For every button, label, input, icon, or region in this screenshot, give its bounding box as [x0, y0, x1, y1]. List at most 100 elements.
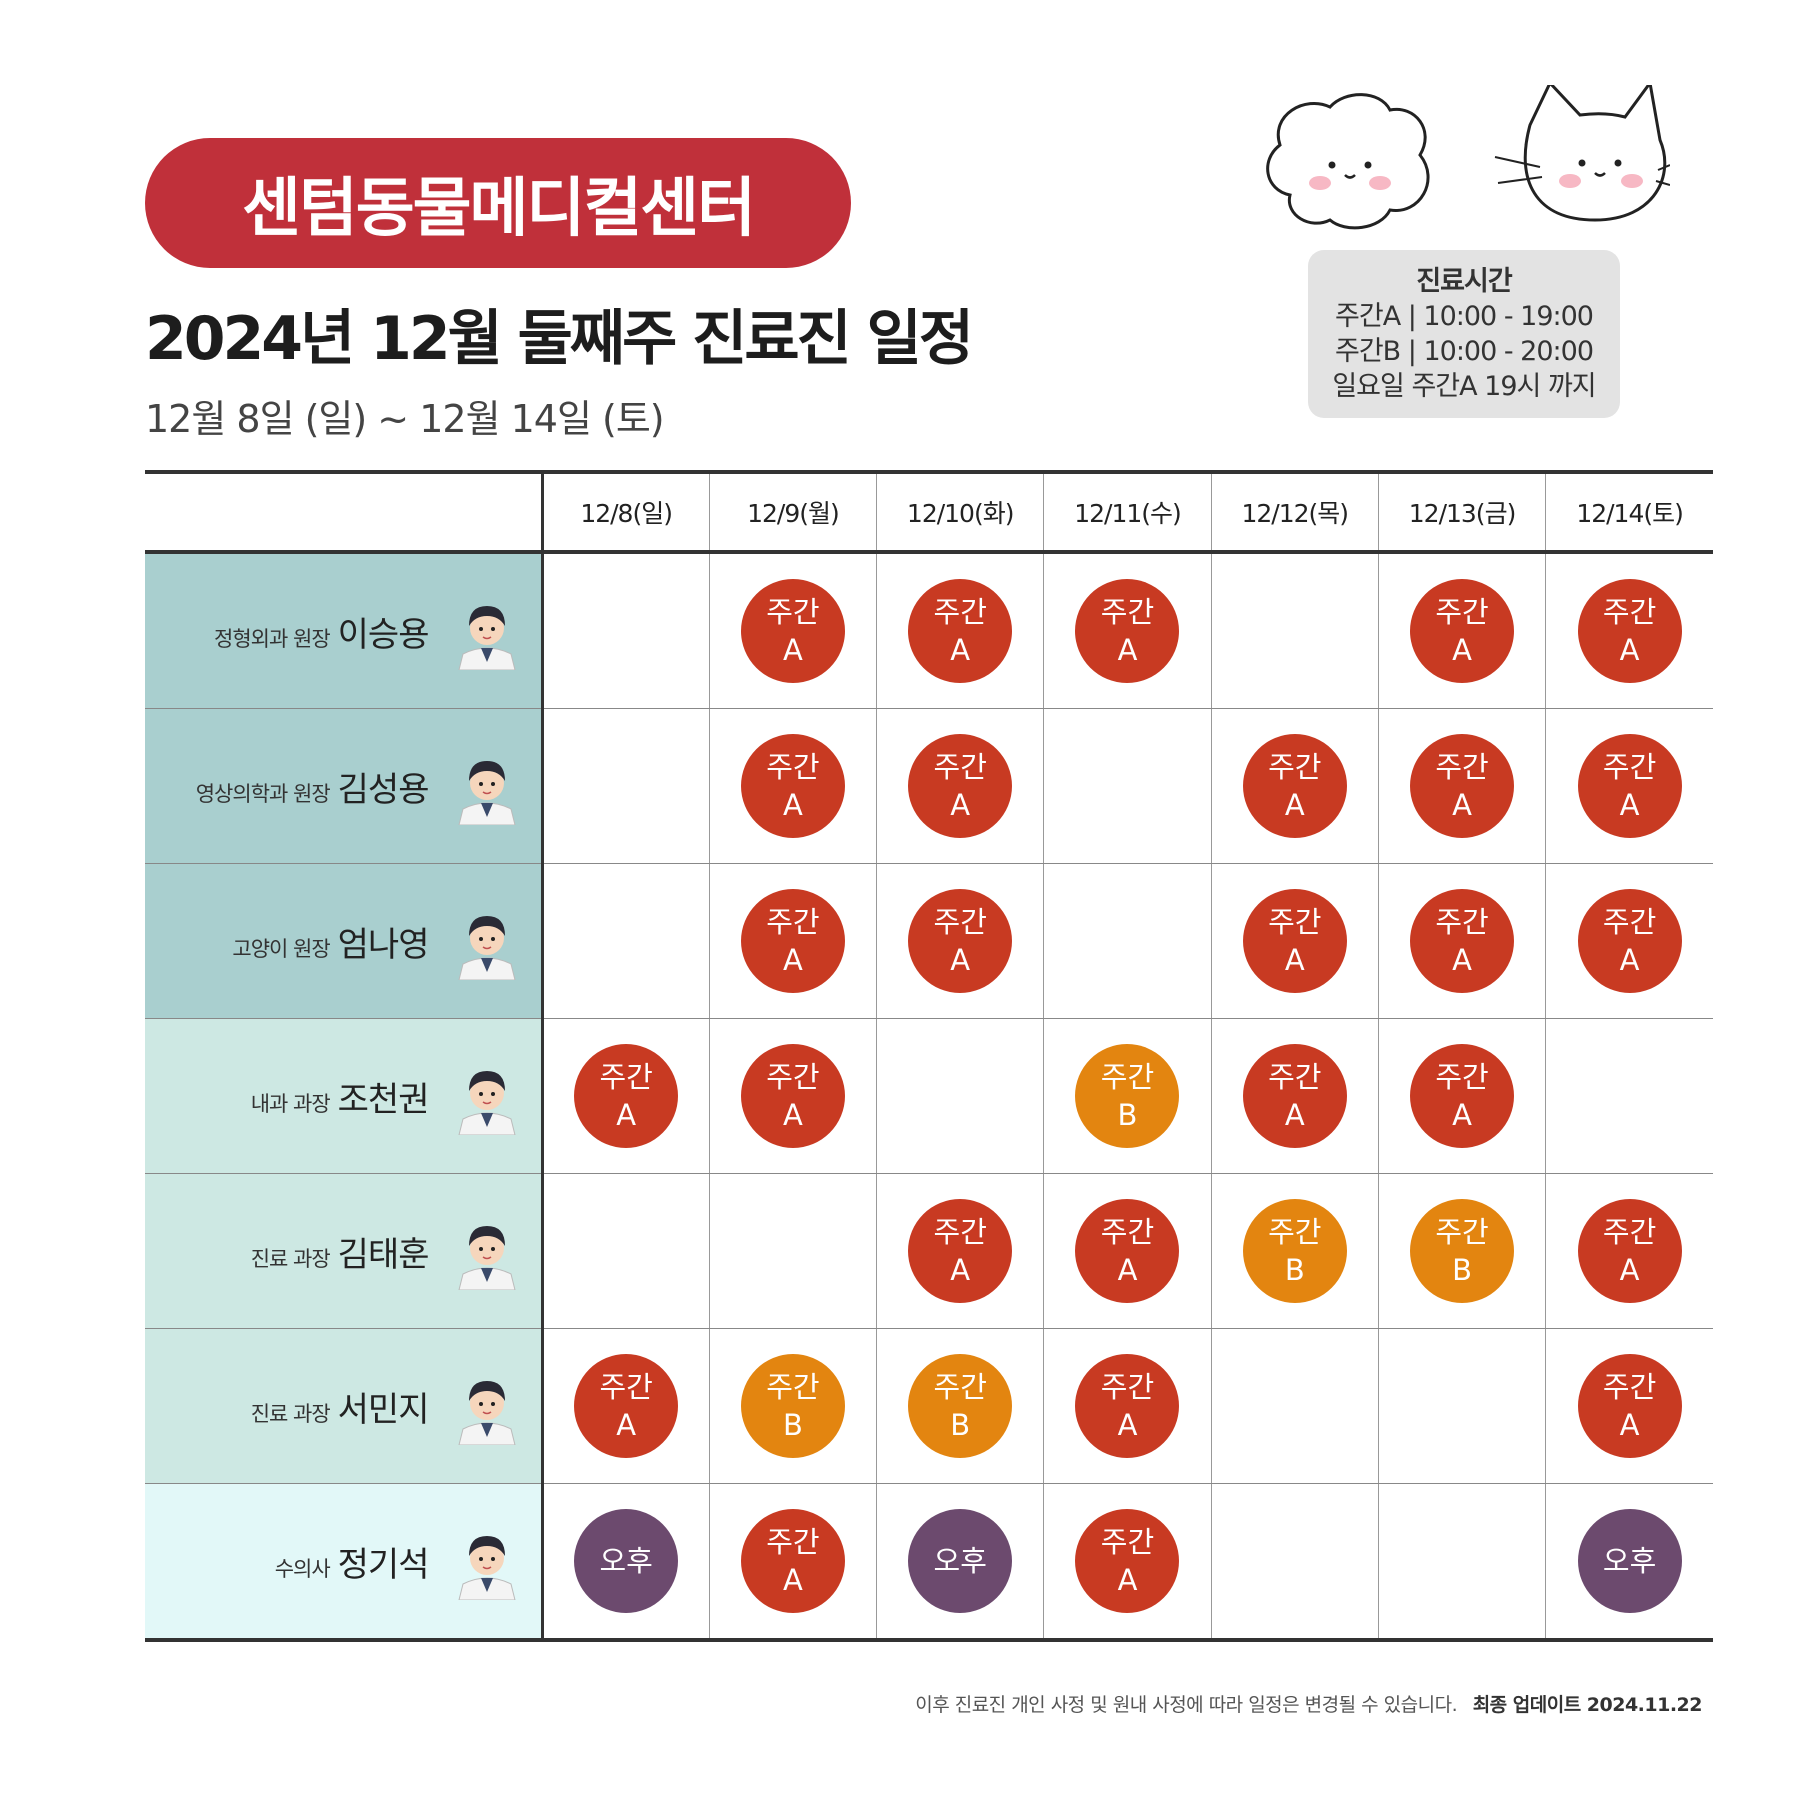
shift-badge-A: 주간 A [1075, 579, 1180, 683]
shift-badge-A: 주간 A [1577, 1354, 1682, 1458]
shift-label: 주간 [766, 595, 820, 629]
day-header: 12/12(목) [1210, 470, 1379, 554]
schedule-cell [1043, 708, 1212, 864]
shift-badge-A: 주간 A [1242, 1044, 1347, 1148]
schedule-cell [541, 863, 710, 1019]
shift-label: A [1284, 1098, 1305, 1132]
shift-label: A [950, 943, 971, 977]
shift-label: 주간 [766, 1525, 820, 1559]
shift-label: 오후 [1602, 1544, 1657, 1578]
day-header: 12/8(일) [541, 470, 710, 554]
schedule-cell: 주간 A [1545, 863, 1713, 1019]
shift-label: 오후 [599, 1544, 653, 1578]
shift-label: A [1117, 633, 1138, 667]
schedule-cell: 주간 A [1210, 863, 1379, 1019]
doctor-role: 수의사 [274, 1556, 331, 1581]
shift-badge-A: 주간 A [740, 889, 845, 993]
doctor-name: 김태훈 [337, 1234, 430, 1275]
schedule-cell: 주간 A [708, 552, 877, 709]
day-header: 12/10(화) [876, 470, 1044, 554]
shift-label: A [1284, 788, 1305, 822]
shift-label: 주간 [1435, 750, 1489, 784]
schedule-cell: 주간 A [1377, 863, 1546, 1019]
hours-title: 진료시간 [1416, 266, 1512, 297]
shift-label: 주간 [766, 750, 820, 784]
schedule-cell: 주간 A [1043, 552, 1212, 709]
day-header: 12/14(토) [1545, 470, 1713, 554]
doctor-cell: 고양이 원장 엄나영 [145, 863, 544, 1019]
doctor-name: 서민지 [337, 1389, 430, 1430]
doctor-role: 내과 과장 [250, 1091, 331, 1116]
schedule-cell: 주간 A [708, 863, 877, 1019]
shift-label: 주간 [766, 1060, 820, 1094]
shift-badge-A: 주간 A [1242, 734, 1347, 838]
shift-badge-A: 주간 A [740, 734, 845, 838]
shift-label: 주간 [1602, 905, 1657, 939]
doctor-role: 정형외과 원장 [214, 626, 331, 651]
footer-notice: 이후 진료진 개인 사정 및 원내 사정에 따라 일정은 변경될 수 있습니다. [915, 1694, 1458, 1716]
shift-label: A [1619, 1253, 1640, 1287]
shift-badge-A: 주간 A [740, 1509, 845, 1613]
doctor-name: 김성용 [337, 769, 430, 810]
doctor-cell: 진료 과장 김태훈 [145, 1173, 544, 1329]
schedule-cell: 주간 A [1545, 708, 1713, 864]
shift-badge-P: 오후 [908, 1509, 1013, 1613]
schedule-cell: 오후 [1545, 1483, 1713, 1642]
shift-label: 주간 [933, 905, 987, 939]
shift-badge-P: 오후 [574, 1509, 679, 1613]
schedule-cell [1210, 552, 1379, 709]
shift-badge-B: 주간 B [1410, 1199, 1515, 1303]
shift-label: A [616, 1408, 637, 1442]
shift-label: 주간 [766, 1370, 820, 1404]
day-header: 12/13(금) [1377, 470, 1546, 554]
doctor-name: 엄나영 [337, 924, 430, 965]
doctor-role: 고양이 원장 [232, 936, 330, 961]
shift-label: 주간 [1268, 1060, 1322, 1094]
doctor-avatar-icon [451, 1522, 523, 1601]
doctor-row: 내과 과장 조천권 주간 A 주간 A 주간 B 주간 A 주간 A [145, 1018, 1713, 1174]
shift-label: 주간 [1268, 905, 1322, 939]
doctor-cell: 정형외과 원장 이승용 [145, 552, 544, 709]
shift-label: A [1117, 1563, 1138, 1597]
doctor-cell: 수의사 정기석 [145, 1483, 544, 1642]
clinic-name-badge: 센텀동물메디컬센터 [145, 138, 851, 268]
schedule-cell: 주간 A [1043, 1483, 1212, 1642]
shift-label: A [1619, 788, 1640, 822]
shift-badge-A: 주간 A [1075, 1354, 1180, 1458]
shift-label: 주간 [933, 595, 987, 629]
schedule-cell: 주간 A [1377, 552, 1546, 709]
shift-label: 주간 [1100, 1215, 1155, 1249]
schedule-cell: 주간 A [1545, 1173, 1713, 1329]
shift-label: A [783, 633, 803, 667]
shift-label: A [1452, 1098, 1472, 1132]
schedule-cell: 주간 A [708, 1483, 877, 1642]
shift-label: 주간 [1602, 750, 1657, 784]
schedule-cell [541, 708, 710, 864]
schedule-cell: 주간 A [1210, 1018, 1379, 1174]
schedule-cell: 주간 B [1043, 1018, 1212, 1174]
shift-badge-A: 주간 A [1577, 579, 1682, 683]
shift-label: 주간 [1435, 1060, 1489, 1094]
schedule-cell [708, 1173, 877, 1329]
schedule-cell: 주간 A [708, 1018, 877, 1174]
schedule-cell [1545, 1018, 1713, 1174]
shift-badge-A: 주간 A [1577, 734, 1682, 838]
shift-badge-A: 주간 A [1410, 889, 1515, 993]
shift-badge-B: 주간 B [1242, 1199, 1347, 1303]
shift-label: A [950, 633, 971, 667]
doctor-row: 고양이 원장 엄나영 주간 A 주간 A 주간 A 주간 A 주간 A [145, 863, 1713, 1019]
doctor-role: 영상의학과 원장 [195, 781, 331, 806]
doctor-avatar-icon [451, 592, 523, 671]
schedule-cell [1377, 1483, 1546, 1642]
shift-badge-A: 주간 A [1410, 579, 1515, 683]
shift-label: 주간 [933, 1215, 987, 1249]
shift-label: 주간 [1602, 1370, 1657, 1404]
shift-label: A [783, 788, 803, 822]
schedule-cell: 주간 B [876, 1328, 1044, 1484]
clinic-name: 센텀동물메디컬센터 [242, 172, 756, 246]
shift-badge-A: 주간 A [740, 1044, 845, 1148]
shift-label: A [1284, 943, 1305, 977]
shift-label: B [1452, 1253, 1472, 1287]
shift-badge-B: 주간 B [1075, 1044, 1180, 1148]
clinic-hours-box: 진료시간 주간A | 10:00 - 19:00 주간B | 10:00 - 2… [1308, 250, 1620, 418]
